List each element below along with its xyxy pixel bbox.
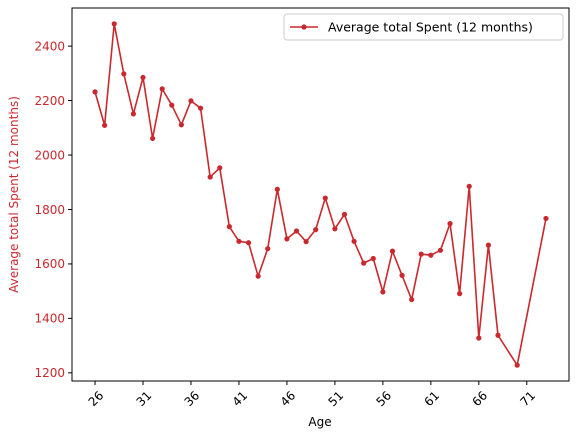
legend-label: Average total Spent (12 months) (328, 20, 533, 35)
data-point (197, 105, 204, 111)
data-point (485, 242, 492, 248)
legend: Average total Spent (12 months) (283, 13, 564, 41)
data-point (370, 255, 376, 262)
x-tick-label: 26 (86, 388, 107, 409)
y-tick-label: 1400 (34, 312, 65, 326)
x-tick-label: 61 (421, 388, 442, 409)
data-point (255, 273, 261, 279)
data-point (265, 246, 271, 252)
x-tick-label: 36 (182, 388, 203, 409)
y-tick-label: 2000 (34, 148, 65, 162)
data-point (92, 89, 98, 95)
x-axis-ticks: 26 31 36 41 46 51 56 61 66 71 (86, 381, 538, 409)
y-tick-label: 1600 (34, 257, 65, 271)
y-axis-ticks: 1200 1400 1600 1800 2000 2200 2400 (34, 39, 72, 380)
x-tick-label: 71 (517, 388, 538, 409)
data-point (543, 215, 549, 222)
x-tick-label: 46 (278, 388, 299, 409)
data-point (274, 186, 280, 192)
plot-area (71, 7, 570, 382)
data-point (293, 228, 300, 234)
data-point (476, 335, 482, 341)
x-axis-label: Age (308, 415, 331, 429)
data-point (418, 251, 424, 257)
data-point (495, 332, 501, 338)
data-point (341, 211, 348, 217)
y-tick-label: 2200 (34, 94, 65, 108)
y-axis-label: Average total Spent (12 months) (7, 96, 21, 293)
data-point (169, 102, 175, 108)
data-point (409, 296, 415, 303)
data-point (466, 183, 472, 189)
data-point (217, 165, 223, 171)
data-point (140, 74, 146, 81)
data-point (380, 289, 386, 295)
data-point (236, 238, 242, 244)
data-point (245, 240, 252, 246)
data-point (457, 291, 463, 297)
data-point (226, 224, 232, 230)
data-point (102, 122, 108, 128)
data-point (188, 98, 194, 104)
y-tick-label: 2400 (34, 39, 65, 53)
plot-frame (71, 7, 570, 382)
data-point (399, 272, 405, 278)
data-point (428, 252, 434, 258)
legend-point-marker (301, 24, 307, 30)
data-point (447, 221, 453, 227)
x-tick-label: 66 (469, 388, 490, 409)
data-point (351, 238, 357, 244)
data-point (332, 226, 338, 232)
data-point (361, 260, 367, 266)
data-point (437, 247, 444, 253)
data-point (303, 239, 309, 245)
data-point (178, 122, 184, 128)
legend-box (283, 13, 564, 41)
data-point (121, 71, 127, 77)
data-point (389, 248, 396, 254)
data-point (149, 135, 156, 142)
data-point (514, 362, 520, 368)
data-point (313, 227, 319, 233)
x-tick-label: 31 (134, 388, 155, 409)
x-tick-label: 51 (326, 388, 347, 409)
data-point (284, 236, 290, 242)
data-point (111, 21, 117, 27)
series-line (94, 22, 547, 367)
y-tick-label: 1200 (34, 366, 65, 380)
x-tick-label: 41 (230, 388, 251, 409)
y-tick-label: 1800 (34, 203, 65, 217)
data-point (322, 195, 328, 201)
data-point (130, 111, 137, 117)
x-tick-label: 56 (374, 388, 395, 409)
data-point (159, 86, 165, 92)
data-point (207, 174, 213, 180)
